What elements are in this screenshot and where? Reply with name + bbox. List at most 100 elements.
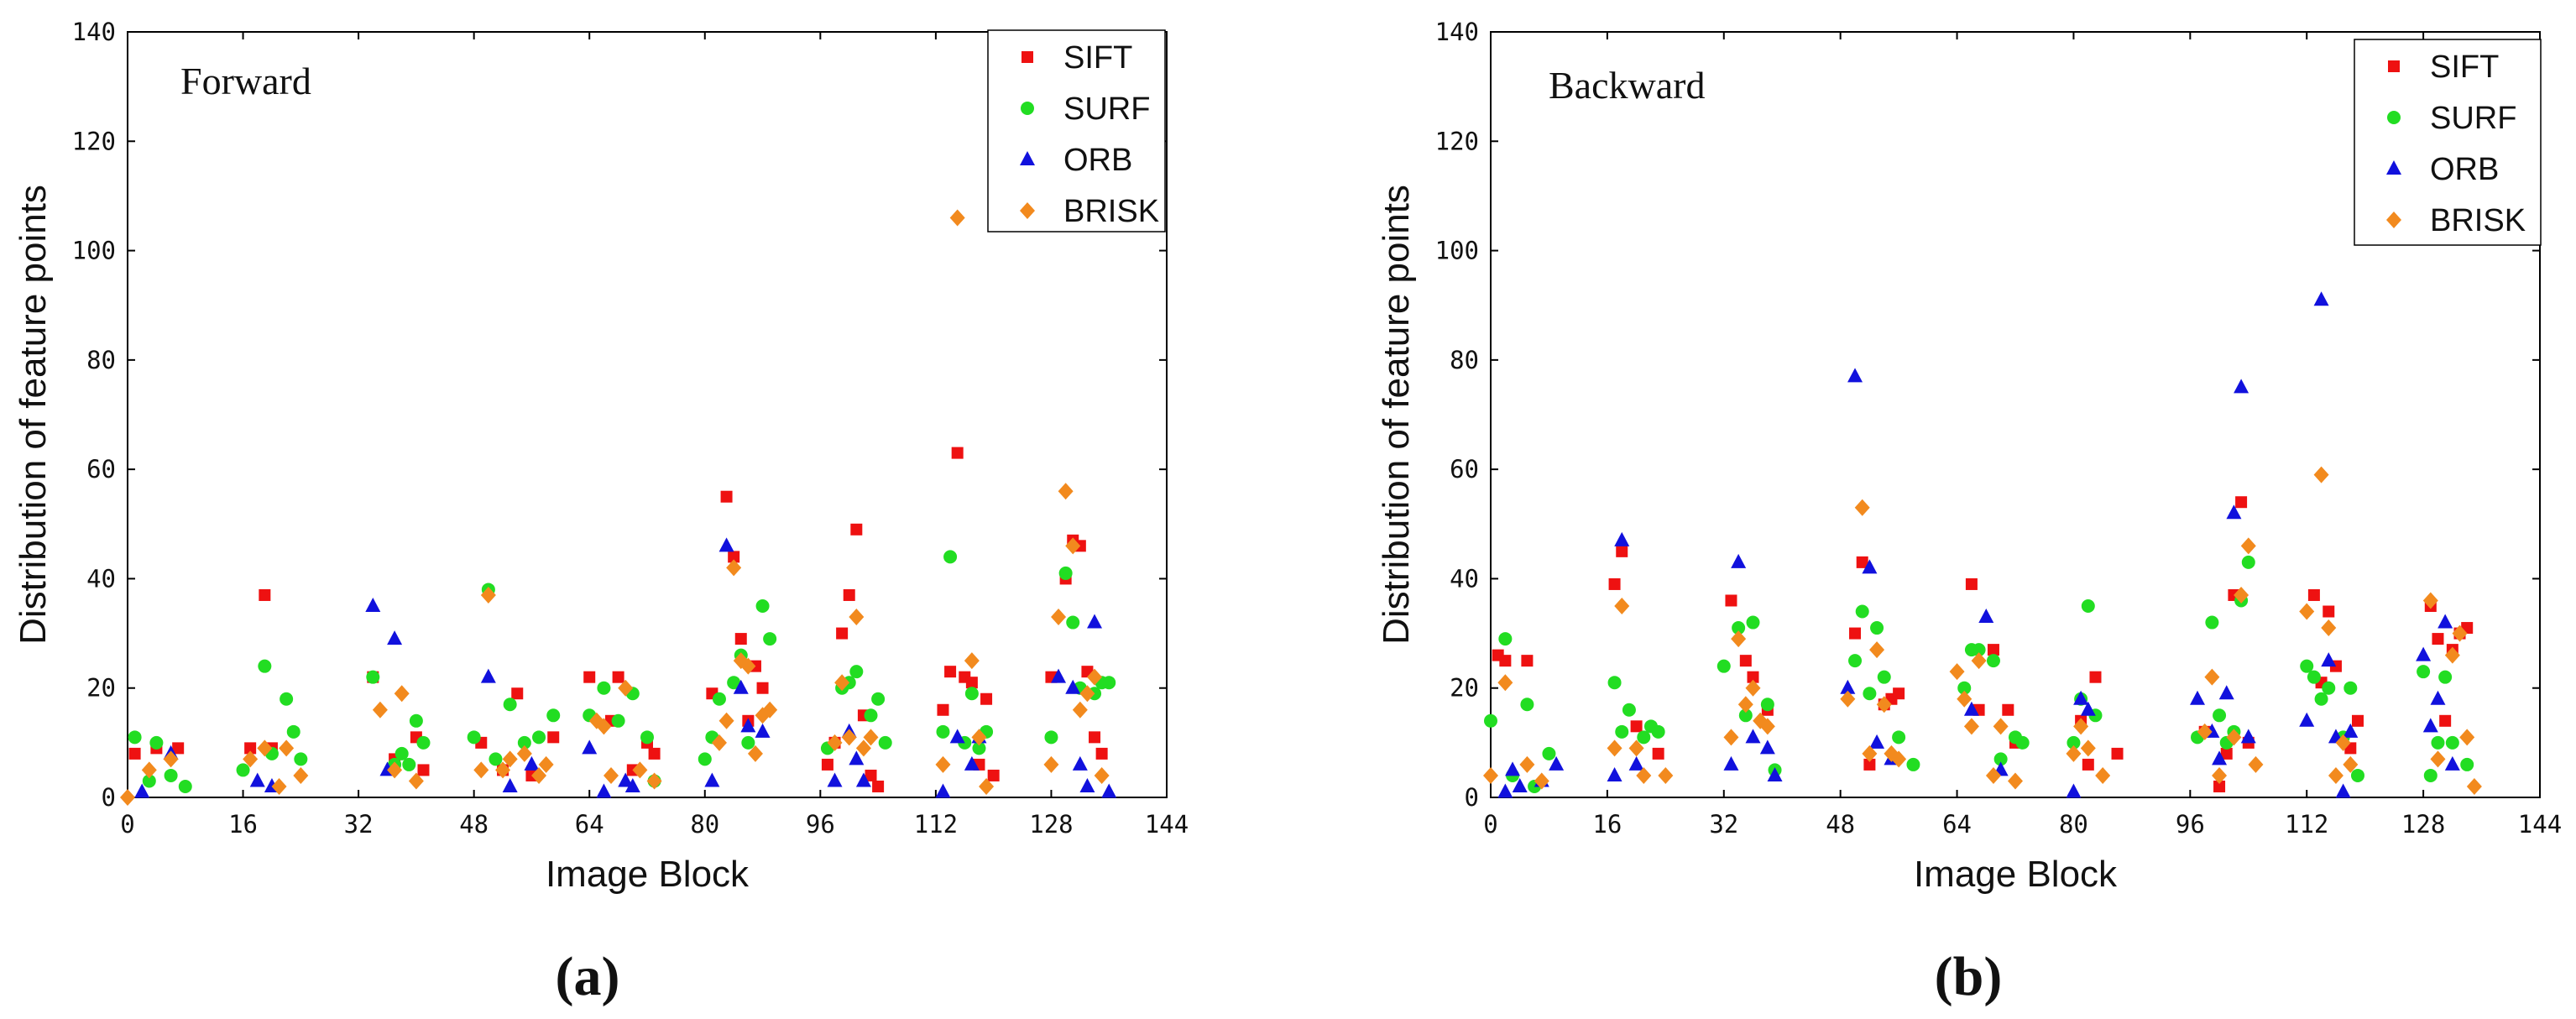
point-brisk xyxy=(502,750,518,768)
point-orb xyxy=(2234,379,2249,394)
point-surf xyxy=(1542,746,1556,760)
point-surf xyxy=(489,752,503,766)
point-surf xyxy=(1993,752,2008,766)
point-brisk xyxy=(1607,739,1622,757)
point-surf xyxy=(467,730,481,745)
point-brisk xyxy=(257,739,273,757)
x-tick-label: 32 xyxy=(1709,810,1738,839)
point-orb xyxy=(1723,755,1739,771)
point-brisk xyxy=(293,766,309,784)
point-brisk xyxy=(531,766,547,784)
point-surf xyxy=(1738,708,1753,723)
point-brisk xyxy=(1963,718,1979,735)
point-sift xyxy=(1630,720,1643,733)
y-tick-label: 80 xyxy=(1450,346,1479,374)
x-tick-label: 16 xyxy=(228,810,258,839)
point-orb xyxy=(624,777,640,792)
point-surf xyxy=(2241,555,2255,569)
x-axis-label: Image Block xyxy=(1914,854,2118,895)
y-tick-label: 120 xyxy=(1435,127,1479,155)
point-surf xyxy=(1855,604,1869,619)
point-surf xyxy=(2322,681,2336,695)
point-surf xyxy=(1607,676,1622,690)
point-brisk xyxy=(2066,745,2082,762)
point-orb xyxy=(2416,646,2432,661)
point-sift xyxy=(1849,627,1862,640)
point-orb xyxy=(1840,679,1856,694)
point-sift xyxy=(172,742,185,755)
point-brisk xyxy=(1628,739,1644,757)
point-sift xyxy=(583,671,596,683)
x-tick-label: 0 xyxy=(120,810,134,839)
point-sift xyxy=(1863,758,1876,771)
x-tick-label: 80 xyxy=(2059,810,2088,839)
point-brisk xyxy=(271,777,287,795)
point-sift xyxy=(756,682,769,694)
point-surf xyxy=(2343,681,2358,695)
point-brisk xyxy=(849,609,865,626)
point-orb xyxy=(1072,755,1088,771)
point-brisk xyxy=(841,729,857,746)
panel-label: (a) xyxy=(556,946,620,1007)
point-orb xyxy=(2321,652,2337,667)
x-tick-label: 144 xyxy=(1145,810,1189,839)
point-surf xyxy=(1520,698,1534,712)
point-sift xyxy=(1095,747,1108,760)
x-tick-label: 112 xyxy=(2285,810,2328,839)
point-sift xyxy=(2351,714,2364,727)
point-surf xyxy=(294,752,308,766)
point-sift xyxy=(1987,644,1999,656)
x-tick-label: 64 xyxy=(575,810,604,839)
point-surf xyxy=(698,752,712,766)
y-tick-label: 100 xyxy=(72,237,116,265)
point-brisk xyxy=(1862,745,1878,762)
y-axis-label: Distribution of feature points xyxy=(1376,185,1417,645)
point-sift xyxy=(511,687,524,700)
point-sift xyxy=(259,588,271,601)
point-brisk xyxy=(762,701,778,719)
point-sift xyxy=(1965,577,1978,590)
point-brisk xyxy=(1087,668,1103,686)
point-sift xyxy=(648,747,661,760)
point-brisk xyxy=(2008,772,2023,790)
point-sift xyxy=(2439,714,2452,727)
point-orb xyxy=(502,777,518,792)
point-surf xyxy=(763,632,777,646)
point-brisk xyxy=(1993,718,2009,735)
point-brisk xyxy=(1051,609,1067,626)
point-sift xyxy=(980,692,993,705)
x-tick-label: 32 xyxy=(344,810,374,839)
point-sift xyxy=(244,742,257,755)
x-axis-label: Image Block xyxy=(546,854,750,895)
point-sift xyxy=(547,731,560,744)
point-surf xyxy=(936,724,950,739)
y-tick-label: 80 xyxy=(86,346,116,374)
point-brisk xyxy=(1840,690,1856,708)
point-surf xyxy=(1760,698,1774,712)
point-orb xyxy=(2430,690,2446,705)
point-sift xyxy=(843,588,855,601)
point-surf xyxy=(727,676,741,690)
point-sift xyxy=(965,677,978,689)
point-orb xyxy=(249,772,265,787)
point-surf xyxy=(2081,599,2095,613)
point-brisk xyxy=(2212,766,2228,784)
point-brisk xyxy=(2240,537,2256,555)
legend-label: BRISK xyxy=(2430,203,2526,238)
point-brisk xyxy=(2343,755,2359,773)
point-sift xyxy=(1739,655,1752,667)
point-brisk xyxy=(1957,690,1972,708)
plot-area xyxy=(127,31,1168,798)
point-sift xyxy=(734,633,747,645)
point-orb xyxy=(2226,504,2242,520)
point-brisk xyxy=(1043,755,1059,773)
point-brisk xyxy=(2430,750,2446,768)
point-brisk xyxy=(408,772,424,790)
point-brisk xyxy=(2422,592,2438,609)
point-surf xyxy=(366,670,380,684)
point-orb xyxy=(1978,609,1994,624)
point-orb xyxy=(1607,766,1622,781)
point-orb xyxy=(740,718,756,733)
point-orb xyxy=(2073,690,2089,705)
point-orb xyxy=(2335,783,2351,798)
